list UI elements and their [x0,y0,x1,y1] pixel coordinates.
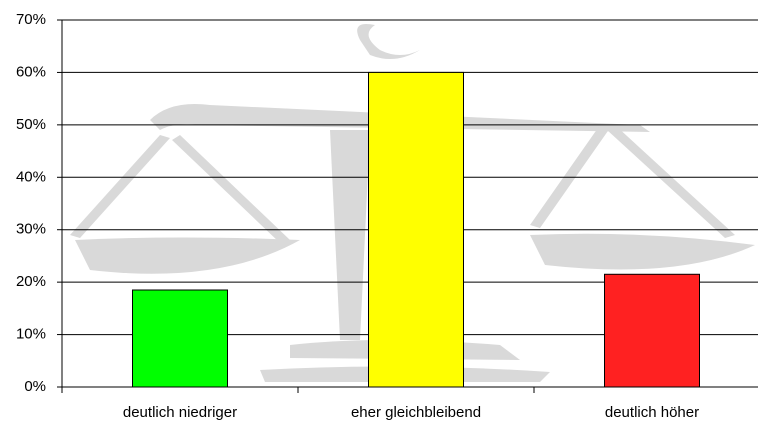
y-tick-label: 50% [16,116,46,133]
bar [132,289,228,388]
bar [368,71,464,388]
y-tick-label: 0% [24,378,46,395]
y-tick-label: 30% [16,221,46,238]
bar [604,273,700,388]
x-tick-label: deutlich höher [605,404,699,421]
y-tick-label: 10% [16,326,46,343]
y-tick-label: 60% [16,63,46,80]
x-tick-label: eher gleichbleibend [351,404,481,421]
x-tick-label: deutlich niedriger [123,404,237,421]
y-tick-label: 70% [16,11,46,28]
y-tick-label: 40% [16,168,46,185]
y-tick-label: 20% [16,273,46,290]
